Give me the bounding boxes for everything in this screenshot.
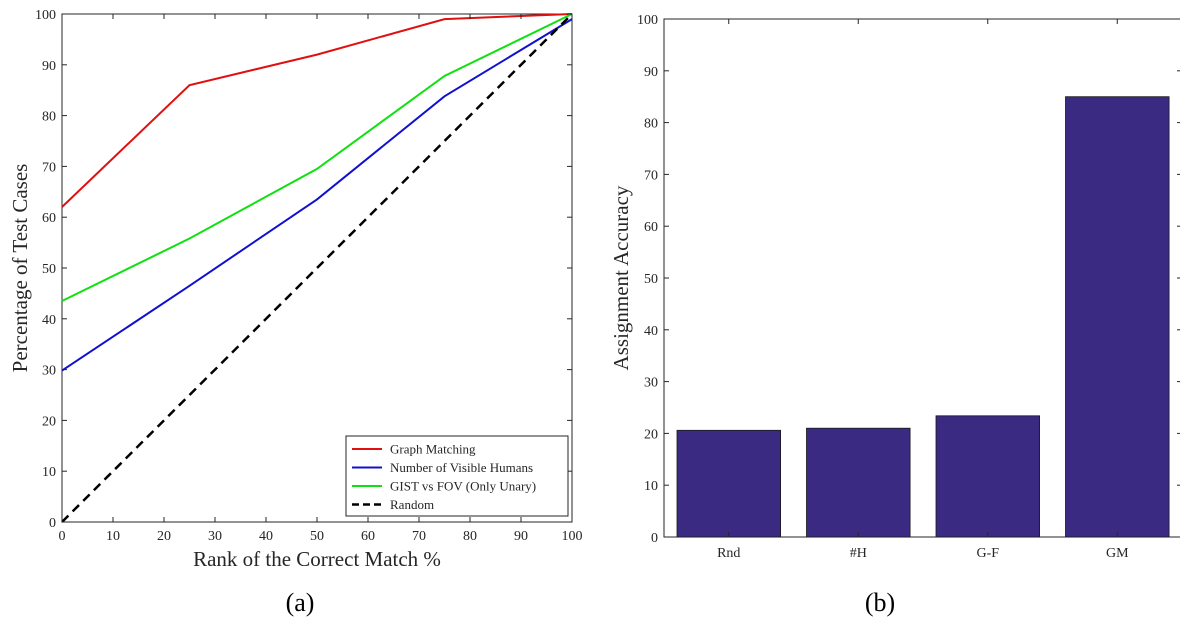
series-line-graph-matching [61, 13, 573, 208]
bars-layer [676, 96, 1170, 538]
y-tick-label: 10 [644, 479, 658, 494]
x-tick-label: 70 [412, 529, 426, 544]
y-tick-label: 10 [42, 465, 56, 480]
y-axis-ticks: 0 10 20 30 40 50 60 70 80 90 100 [35, 8, 572, 531]
y-tick-label: 50 [42, 262, 56, 277]
y-axis-label: Assignment Accuracy [609, 185, 633, 370]
x-tick-label: #H [850, 546, 867, 561]
x-tick-label: Rnd [717, 546, 740, 561]
caption-a: (a) [286, 588, 315, 617]
x-tick-label: 90 [514, 529, 528, 544]
series-line-gist-vs-fov-only-unary [61, 13, 573, 302]
y-tick-label: 30 [42, 364, 56, 379]
y-tick-label: 70 [42, 160, 56, 175]
y-axis-label: Percentage of Test Cases [8, 164, 32, 373]
bar-gm [1065, 96, 1170, 538]
x-tick-label: 60 [361, 529, 375, 544]
y-tick-label: 50 [644, 272, 658, 287]
legend-label: Random [390, 497, 434, 512]
bar-g-f [935, 415, 1040, 538]
y-tick-label: 0 [651, 531, 658, 546]
caption-b: (b) [865, 588, 895, 617]
legend-label: GIST vs FOV (Only Unary) [390, 479, 536, 494]
x-tick-label: G-F [976, 546, 999, 561]
series-layer [61, 13, 573, 523]
bar-rnd [676, 429, 781, 538]
line-chart: 0 10 20 30 40 50 60 70 80 90 100 0 10 20 30 40 50 60 70 80… [8, 8, 583, 617]
y-tick-label: 90 [42, 59, 56, 74]
y-tick-label: 40 [644, 324, 658, 339]
y-tick-label: 20 [644, 427, 658, 442]
y-tick-label: 100 [35, 8, 56, 23]
y-tick-label: 60 [644, 220, 658, 235]
x-tick-label: 80 [463, 529, 477, 544]
y-tick-label: 100 [637, 13, 658, 28]
series-line-number-of-visible-humans [61, 18, 573, 372]
bar-chart: 0 10 20 30 40 50 60 70 80 90 100 Rnd #H G-F GM Assign… [609, 13, 1180, 617]
legend-label: Graph Matching [390, 442, 476, 457]
y-tick-label: 70 [644, 168, 658, 183]
x-axis-ticks: 0 10 20 30 40 50 60 70 80 90 100 [59, 14, 583, 544]
x-tick-label: 100 [562, 529, 583, 544]
legend: Graph Matching Number of Visible Humans GI… [345, 435, 569, 517]
x-tick-label: 10 [106, 529, 120, 544]
y-tick-label: 80 [644, 117, 658, 132]
y-tick-label: 80 [42, 110, 56, 125]
y-tick-label: 90 [644, 65, 658, 80]
y-tick-label: 40 [42, 313, 56, 328]
x-tick-label: 20 [157, 529, 171, 544]
x-tick-label: 0 [59, 529, 66, 544]
y-tick-label: 20 [42, 414, 56, 429]
x-axis-label: Rank of the Correct Match % [193, 547, 441, 571]
x-tick-label: 50 [310, 529, 324, 544]
x-tick-label: 40 [259, 529, 273, 544]
x-tick-label: GM [1106, 546, 1129, 561]
x-axis-ticks: Rnd #H G-F GM [717, 19, 1129, 561]
y-tick-label: 0 [49, 516, 56, 531]
y-axis-ticks: 0 10 20 30 40 50 60 70 80 90 100 [637, 13, 1180, 546]
legend-label: Number of Visible Humans [390, 460, 533, 475]
bar--h [806, 427, 911, 538]
legend-box [345, 435, 569, 517]
x-tick-label: 30 [208, 529, 222, 544]
y-tick-label: 60 [42, 211, 56, 226]
y-tick-label: 30 [644, 376, 658, 391]
